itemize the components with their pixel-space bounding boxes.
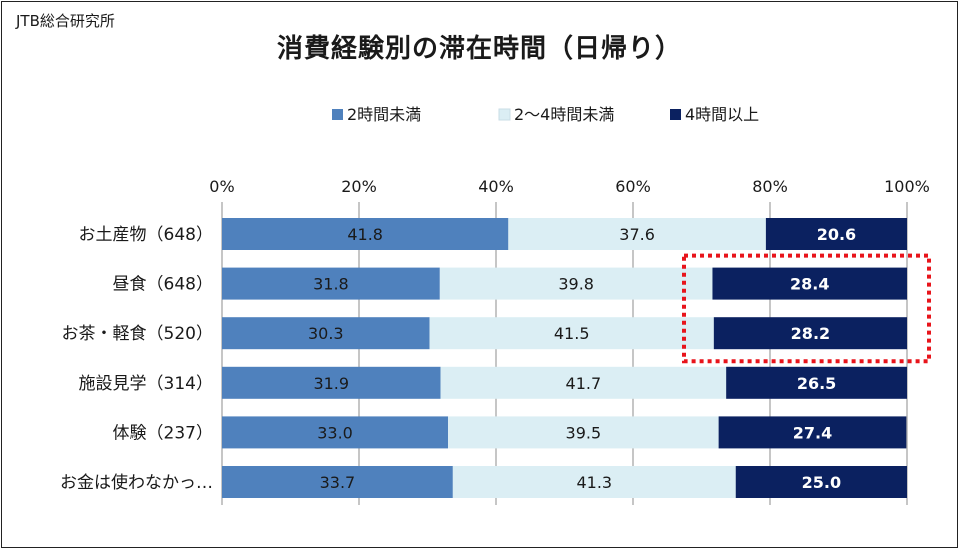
data-label: 30.3: [308, 324, 344, 343]
bar-segment: [222, 466, 453, 498]
bar-segment: [726, 366, 907, 399]
category-label: 体験（237）: [113, 423, 213, 443]
data-label: 28.4: [790, 275, 829, 294]
highlight-box: [682, 253, 931, 364]
category-label: お土産物（648）: [79, 225, 213, 245]
bar-segment: [222, 366, 441, 399]
bar-segment: [765, 218, 907, 250]
data-label: 41.3: [576, 473, 612, 492]
x-tick-label: 60%: [615, 177, 651, 196]
data-label: 25.0: [802, 473, 841, 492]
bar-segment: [222, 416, 449, 449]
bar-segment: [222, 317, 430, 350]
legend-label: 2時間未満: [347, 105, 421, 124]
legend-swatch: [670, 109, 681, 120]
bar-segment: [440, 366, 727, 399]
category-label: 施設見学（314）: [79, 374, 213, 394]
bar-segment: [508, 218, 766, 250]
data-label: 28.2: [791, 324, 830, 343]
data-label: 31.9: [313, 374, 349, 393]
bar-segment: [735, 466, 907, 498]
data-label: 39.5: [566, 423, 602, 442]
x-tick-label: 40%: [478, 177, 514, 196]
legend-swatch: [332, 109, 343, 120]
chart-title: 消費経験別の滞在時間（日帰り）: [276, 34, 682, 64]
bar-segment: [712, 267, 907, 300]
x-tick-label: 20%: [341, 177, 377, 196]
x-tick-label: 80%: [752, 177, 788, 196]
legend-label: 2～4時間未満: [514, 105, 614, 124]
data-label: 27.4: [793, 423, 832, 442]
data-label: 41.5: [554, 324, 590, 343]
bar-segment: [222, 218, 509, 250]
data-label: 37.6: [619, 225, 655, 244]
data-label: 39.8: [558, 275, 594, 294]
category-label: 昼食（648）: [113, 275, 213, 295]
data-label: 26.5: [797, 374, 836, 393]
bar-segment: [448, 416, 719, 449]
data-label: 33.7: [320, 473, 356, 492]
bar-segment: [222, 267, 440, 300]
data-label: 41.7: [566, 374, 602, 393]
source-label: JTB総合研究所: [16, 12, 115, 30]
bar-segment: [439, 267, 713, 300]
x-tick-label: 100%: [884, 177, 930, 196]
bar-segment: [452, 466, 736, 498]
category-label: お金は使わなかっ…: [60, 472, 213, 493]
data-label: 41.8: [347, 225, 383, 244]
bar-segment: [429, 317, 714, 350]
x-tick-label: 0%: [209, 177, 234, 196]
category-label: お茶・軽食（520）: [62, 324, 213, 344]
data-label: 20.6: [817, 225, 856, 244]
bar-segment: [713, 317, 907, 350]
bar-segment: [718, 416, 907, 449]
data-label: 31.8: [313, 275, 349, 294]
legend-swatch: [498, 108, 511, 121]
legend-label: 4時間以上: [685, 105, 759, 124]
data-label: 33.0: [317, 423, 353, 442]
